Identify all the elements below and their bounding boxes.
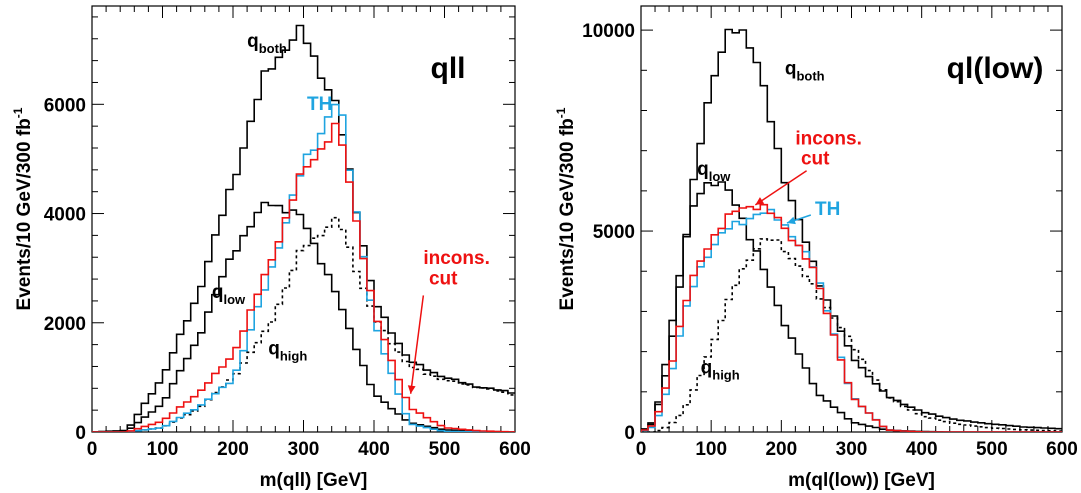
- x-tick-label: 200: [765, 439, 797, 460]
- series-th: [92, 103, 515, 432]
- x-tick-label: 100: [147, 439, 179, 460]
- x-tick-label: 600: [499, 439, 531, 460]
- x-tick-label: 500: [429, 439, 461, 460]
- y-tick-label: 4000: [44, 205, 86, 226]
- annotation-label: qhigh: [268, 338, 307, 363]
- annotation-label: TH: [307, 94, 332, 115]
- series-qhigh: [641, 238, 1062, 432]
- panel-ql-low: 0 100 200 300 400 500 600 0 5000 10000 m(ql(low)) …: [554, 5, 1078, 491]
- series-incons: [92, 122, 515, 432]
- y-tick-label: 2000: [44, 314, 86, 335]
- y-tick-label: 10000: [582, 21, 635, 42]
- x-tick-label: 600: [1046, 439, 1078, 460]
- x-axis-label: m(qll) [GeV]: [260, 470, 368, 491]
- y-tick-label: 6000: [44, 95, 86, 116]
- annotation-label: cut: [801, 149, 830, 170]
- y-axis-label: Events/10 GeV/300 fb-1: [11, 107, 35, 310]
- x-tick-label: 0: [87, 439, 98, 460]
- x-tick-label: 200: [217, 439, 249, 460]
- series-incons: [641, 203, 1062, 432]
- annotation-label: qboth: [247, 31, 287, 56]
- annotation-arrowhead: [786, 216, 796, 225]
- x-tick-label: 100: [695, 439, 727, 460]
- annotation-label: incons.: [423, 248, 490, 269]
- x-tick-label: 400: [358, 439, 390, 460]
- annotation-arrow: [409, 295, 425, 394]
- annotation-arrow: [754, 170, 808, 206]
- annotation-label: qlow: [697, 159, 731, 184]
- x-tick-label: 300: [288, 439, 320, 460]
- series-qboth: [92, 24, 515, 432]
- y-axis-label: Events/10 GeV/300 fb-1: [554, 107, 578, 310]
- annotation-label: qboth: [785, 58, 825, 83]
- panel-label: qll: [431, 52, 466, 85]
- annotation-label: TH: [815, 199, 840, 220]
- y-tick-label: 5000: [593, 222, 635, 243]
- series-qhigh: [92, 216, 515, 432]
- y-tick-label: 0: [624, 423, 635, 444]
- annotation-label: incons.: [795, 129, 862, 150]
- x-axis-label: m(ql(low)) [GeV]: [788, 470, 935, 491]
- panel-label: ql(low): [947, 52, 1044, 85]
- annotation-label: qhigh: [701, 358, 740, 383]
- annotation-arrowhead: [407, 385, 416, 394]
- x-tick-label: 0: [636, 439, 647, 460]
- x-tick-label: 400: [906, 439, 938, 460]
- y-tick-label: 0: [75, 423, 86, 444]
- x-tick-label: 300: [836, 439, 868, 460]
- x-tick-label: 500: [976, 439, 1008, 460]
- series-qlow: [92, 201, 515, 432]
- annotation-label: cut: [429, 269, 458, 290]
- annotation-label: qlow: [212, 282, 246, 307]
- annotation-arrowhead: [755, 197, 765, 205]
